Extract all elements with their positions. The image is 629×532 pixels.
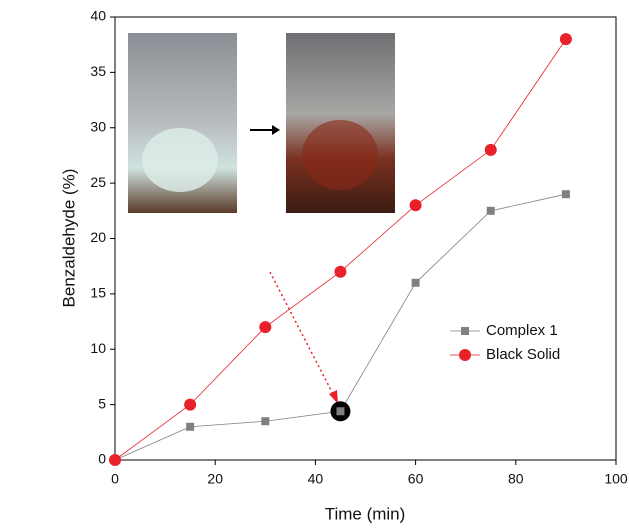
y-tick-label: 30 [90, 118, 106, 134]
y-axis-title: Benzaldehyde (%) [59, 169, 78, 308]
point [336, 407, 345, 416]
point [409, 199, 422, 212]
annotation-arrowhead [329, 390, 338, 404]
legend-label: Complex 1 [486, 322, 558, 339]
y-tick-label: 10 [90, 340, 106, 356]
point [561, 190, 570, 199]
x-axis-title: Time (min) [325, 504, 406, 523]
y-tick-label: 35 [90, 63, 106, 79]
y-tick-label: 0 [98, 451, 106, 467]
point [261, 417, 270, 426]
y-tick-label: 5 [98, 395, 106, 411]
legend-label: Black Solid [486, 346, 560, 363]
y-tick-label: 25 [90, 174, 106, 190]
photo-arrowhead [272, 125, 280, 135]
y-tick-label: 40 [90, 8, 106, 24]
annotation-arrow [269, 271, 335, 397]
x-tick-label: 80 [508, 471, 524, 487]
point [109, 454, 121, 466]
legend-marker [461, 327, 469, 335]
flask-after [302, 120, 378, 190]
x-tick-label: 0 [111, 471, 119, 487]
y-tick-label: 20 [90, 229, 106, 245]
x-tick-label: 20 [207, 471, 223, 487]
point [186, 422, 195, 431]
x-tick-label: 100 [604, 471, 628, 487]
point [486, 206, 495, 215]
point [334, 265, 347, 278]
point [184, 398, 197, 411]
y-tick-label: 15 [90, 285, 106, 301]
point [559, 33, 572, 46]
point [484, 143, 497, 156]
x-tick-label: 60 [408, 471, 424, 487]
point [259, 321, 272, 334]
x-tick-label: 40 [308, 471, 324, 487]
point [411, 278, 420, 287]
legend-marker [459, 349, 471, 361]
flask-before [142, 128, 218, 192]
